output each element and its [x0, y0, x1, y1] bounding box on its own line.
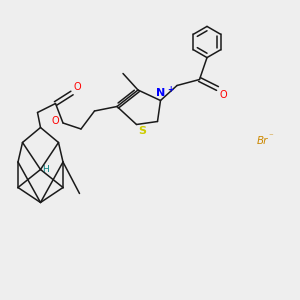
Text: O: O — [74, 82, 81, 92]
Text: N: N — [157, 88, 166, 98]
Text: ⁻: ⁻ — [268, 132, 273, 141]
Text: +: + — [167, 85, 173, 94]
Text: Br: Br — [256, 136, 268, 146]
Text: S: S — [138, 126, 146, 136]
Text: O: O — [220, 90, 227, 100]
Text: H: H — [43, 165, 49, 174]
Text: O: O — [52, 116, 59, 126]
